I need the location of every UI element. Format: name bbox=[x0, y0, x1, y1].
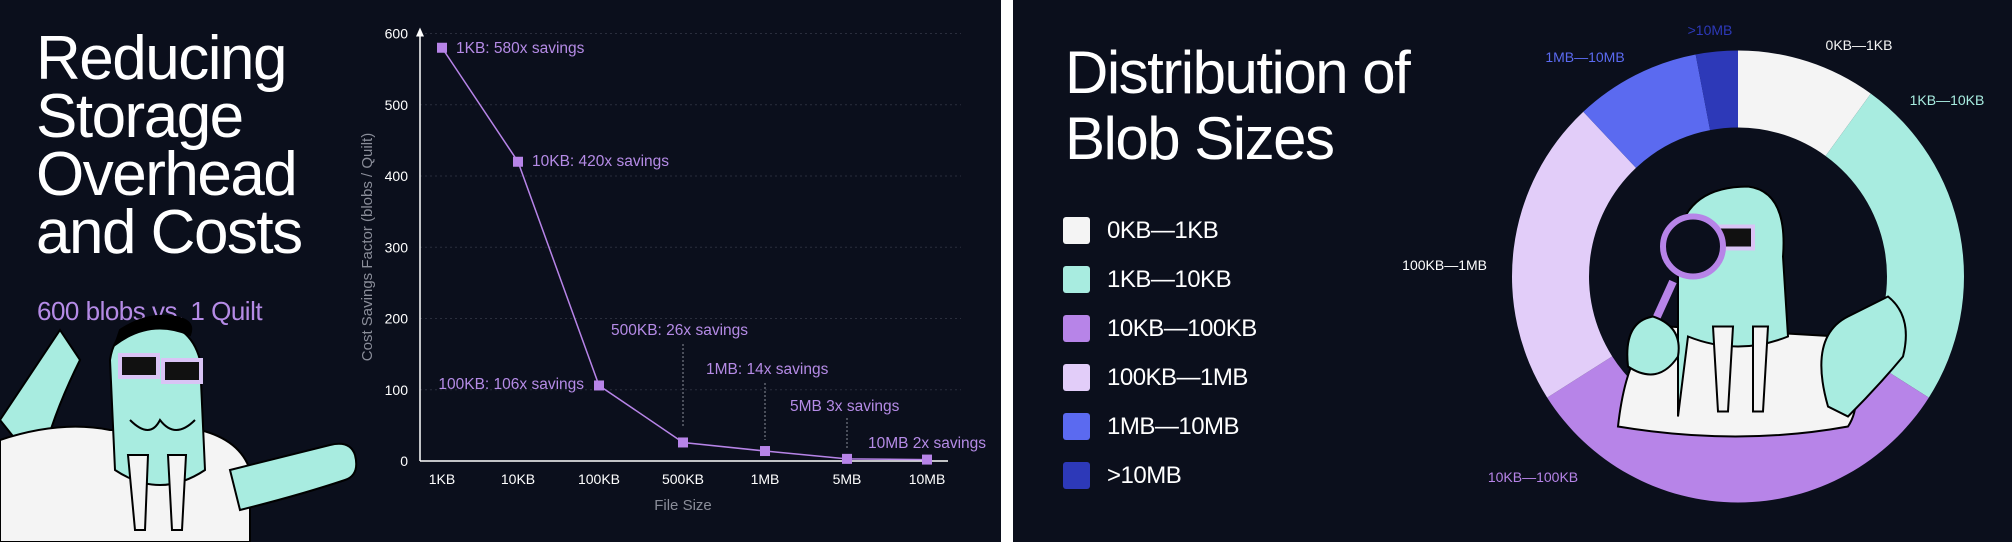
donut-legend: 0KB—1KB 1KB—10KB 10KB—100KB 100KB—1MB 1MB—10… bbox=[1063, 206, 1257, 500]
x-tick-label: 10MB bbox=[909, 471, 946, 487]
y-tick-label: 200 bbox=[385, 311, 409, 327]
slice-label: 0KB—1KB bbox=[1826, 37, 1893, 53]
data-annotation: 10KB: 420x savings bbox=[532, 153, 669, 170]
savings-panel: Reducing Storage Overhead and Costs 600 … bbox=[0, 0, 1001, 542]
data-point bbox=[842, 453, 852, 464]
data-annotation: 10MB 2x savings bbox=[868, 435, 986, 452]
data-annotation: 500KB: 26x savings bbox=[611, 322, 748, 339]
y-axis-label: Cost Savings Factor (blobs / Quilt) bbox=[359, 133, 376, 361]
distribution-panel: Distribution of Blob Sizes 0KB—1KB 1KB—10… bbox=[1013, 0, 2012, 542]
x-tick-label: 5MB bbox=[833, 471, 862, 487]
walrus-illustration-right bbox=[1616, 185, 1907, 438]
legend-swatch bbox=[1063, 266, 1090, 293]
slice-label: 1MB—10MB bbox=[1545, 49, 1624, 65]
y-tick-label: 0 bbox=[400, 453, 408, 469]
legend-label: >10MB bbox=[1107, 461, 1182, 489]
walrus-tusk bbox=[1711, 325, 1735, 413]
legend-label: 1MB—10MB bbox=[1107, 412, 1240, 440]
legend-item: 1KB—10KB bbox=[1063, 255, 1257, 304]
slice-label: 1KB—10KB bbox=[1910, 92, 1985, 108]
savings-title: Reducing Storage Overhead and Costs bbox=[36, 24, 303, 267]
donut-slice bbox=[1583, 54, 1711, 168]
walrus-hand bbox=[1626, 315, 1680, 376]
data-point bbox=[678, 437, 688, 448]
donut-slice bbox=[1512, 111, 1637, 398]
distribution-title: Distribution of Blob Sizes bbox=[1065, 39, 1411, 172]
slice-label: 100KB—1MB bbox=[1402, 257, 1487, 273]
blob-size-donut-chart: 0KB—1KB 1KB—10KB 10KB—100KB 100KB—1MB 1MB—10… bbox=[1402, 22, 1985, 503]
data-point bbox=[437, 42, 447, 53]
x-tick-label: 100KB bbox=[578, 471, 620, 487]
walrus-hand bbox=[1820, 295, 1907, 418]
data-annotation: 5MB 3x savings bbox=[790, 398, 900, 415]
walrus-tusk bbox=[1752, 325, 1770, 413]
slice-label: 10KB—100KB bbox=[1488, 469, 1578, 485]
x-tick-label: 500KB bbox=[662, 471, 704, 487]
data-point bbox=[594, 380, 604, 391]
legend-label: 10KB—100KB bbox=[1107, 314, 1257, 342]
legend-label: 0KB—1KB bbox=[1107, 216, 1219, 244]
legend-item: 100KB—1MB bbox=[1063, 353, 1257, 402]
x-axis-label: File Size bbox=[654, 497, 712, 514]
x-tick-label: 1MB bbox=[751, 471, 780, 487]
y-axis-arrow-icon bbox=[416, 27, 424, 37]
legend-swatch bbox=[1063, 413, 1090, 440]
y-tick-label: 100 bbox=[385, 382, 409, 398]
data-point bbox=[513, 156, 523, 167]
data-point bbox=[922, 454, 932, 465]
legend-swatch bbox=[1063, 462, 1090, 489]
x-tick-label: 1KB bbox=[429, 471, 455, 487]
legend-swatch bbox=[1063, 217, 1090, 244]
donut-slice bbox=[1695, 50, 1738, 131]
y-tick-label: 600 bbox=[385, 26, 409, 42]
walrus-illustration-left bbox=[0, 314, 358, 542]
y-tick-label: 300 bbox=[385, 239, 409, 255]
legend-label: 1KB—10KB bbox=[1107, 265, 1232, 293]
legend-item: 0KB—1KB bbox=[1063, 206, 1257, 255]
x-tick-label: 10KB bbox=[501, 471, 535, 487]
legend-item: 10KB—100KB bbox=[1063, 304, 1257, 353]
data-annotation: 1MB: 14x savings bbox=[706, 361, 829, 378]
legend-swatch bbox=[1063, 364, 1090, 391]
data-point bbox=[760, 446, 770, 457]
legend-item: >10MB bbox=[1063, 451, 1257, 500]
panel-divider bbox=[1001, 0, 1013, 542]
legend-swatch bbox=[1063, 315, 1090, 342]
donut-slice bbox=[1738, 50, 1871, 156]
data-annotation: 1KB: 580x savings bbox=[456, 40, 585, 57]
slice-label: >10MB bbox=[1688, 22, 1733, 38]
savings-line-chart: 0 100 200 300 400 500 600 1KB 10KB 100KB 500KB 1MB 5… bbox=[359, 26, 986, 515]
y-tick-label: 400 bbox=[385, 168, 409, 184]
y-tick-label: 500 bbox=[385, 97, 409, 113]
data-annotation: 100KB: 106x savings bbox=[438, 376, 584, 393]
magnifying-glass-icon bbox=[1660, 213, 1726, 280]
donut-slice bbox=[1825, 93, 1964, 398]
legend-item: 1MB—10MB bbox=[1063, 402, 1257, 451]
legend-label: 100KB—1MB bbox=[1107, 363, 1248, 391]
